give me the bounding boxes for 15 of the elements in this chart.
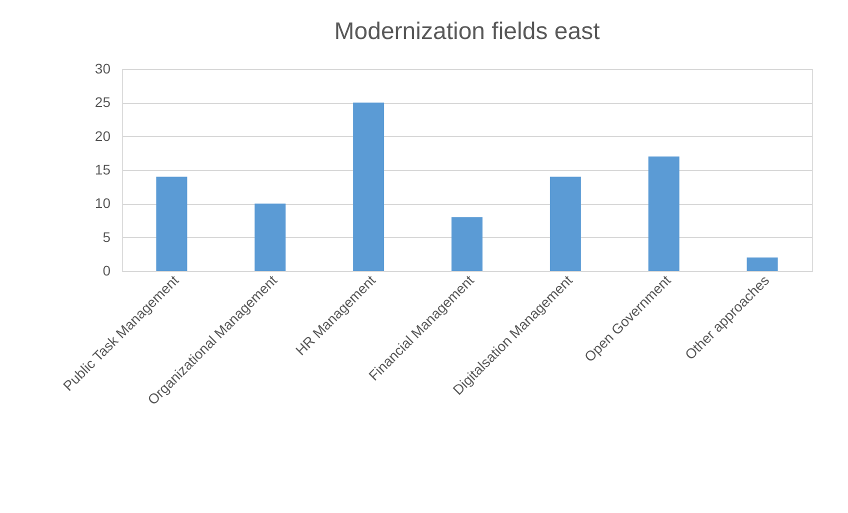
bar [353,102,384,271]
y-tick-label: 15 [94,162,111,178]
y-tick-label: 30 [94,60,111,76]
bar [746,258,778,271]
y-tick-label: 5 [102,228,111,245]
bar [648,156,680,271]
bar [156,176,188,271]
bar [254,204,286,271]
y-tick-label: 20 [94,128,111,144]
bar [550,176,581,271]
y-tick-label: 0 [102,262,111,278]
y-tick-label: 10 [94,195,111,212]
chart-title: Modernization fields east [334,18,600,45]
bar [452,217,482,271]
y-tick-label: 25 [94,94,111,110]
